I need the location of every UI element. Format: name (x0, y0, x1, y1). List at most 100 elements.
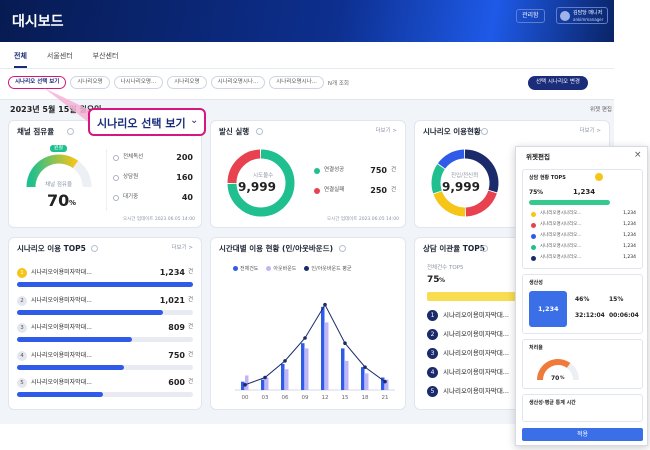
legend-swatch (304, 266, 310, 271)
filter-chip[interactable]: 시나리오명 (167, 76, 207, 89)
item-name: 시나리오이용미자막대... (443, 330, 509, 338)
tab[interactable]: 전체 (14, 51, 27, 68)
bar (265, 377, 269, 390)
bar (321, 306, 325, 390)
tab[interactable]: 서울센터 (46, 52, 73, 60)
gauge-value (537, 359, 571, 381)
legend-label: 인/아웃바운드 평균 (311, 266, 352, 272)
legend-item: 인/아웃바운드 평균 (304, 265, 352, 272)
more-link[interactable]: 더보기 > (375, 128, 397, 134)
rate-unit: % (537, 189, 544, 196)
page-title: 대시보드 (12, 14, 64, 30)
section-title: 생산성·평균 통계 시간 (529, 400, 576, 406)
admin-button[interactable]: 관리함 (516, 9, 545, 23)
legend: 전체건도 아웃바운드 인/아웃바운드 평균 (233, 265, 352, 272)
chart-svg (26, 154, 92, 188)
help-icon (339, 245, 346, 252)
legend-value: 750 (370, 166, 387, 175)
legend-swatch (266, 266, 272, 271)
gauge-unit: % (69, 199, 77, 207)
filter-chip[interactable]: 시나리오명 (70, 76, 110, 89)
more-link[interactable]: 더보기 > (579, 128, 601, 134)
bar (261, 379, 265, 390)
row-name: 시나리오명시나리오... (540, 255, 582, 260)
item-name: 시나리오이용미자막대... (443, 311, 509, 319)
summary-unit: % (439, 277, 446, 284)
bar (301, 343, 305, 390)
kpi-value: 1,234 (538, 305, 559, 313)
card: 채널 점유율 원활 채널 점유율 70% 전체독선 200 상담원 160 대기중 40 오시간 업… (8, 120, 202, 228)
avg-point (323, 302, 327, 307)
item-value: 600 (168, 378, 185, 387)
help-icon (91, 245, 98, 252)
card: 발신 실행 더보기 > 시도율수 9,999 연결성공 750 건 연결실패 250 건 오시간 업… (210, 120, 406, 228)
bar (345, 360, 349, 390)
bar (17, 392, 103, 397)
callout-caret: ⌄ (190, 115, 199, 126)
item-name: 시나리오이용미자막대... (443, 349, 509, 357)
widget-edit-link[interactable]: 위젯 편집 (590, 107, 612, 113)
chip-text: 시나리오명 (77, 79, 103, 85)
filter-row: 시나리오 선택 보기 시나리오명 나시나리오명... 시나리오명 시나리오명시나... 시… (8, 76, 349, 89)
row-value: 160 (176, 173, 193, 182)
bar (361, 367, 365, 390)
help-icon (481, 128, 488, 135)
chart-svg: 00 03 06 09 12 15 18 21 (235, 302, 395, 401)
apply-button[interactable]: 적용 (522, 428, 643, 441)
more-link[interactable]: 더보기 > (171, 245, 193, 251)
rank-badge: 3 (17, 323, 27, 333)
row-dot (531, 234, 536, 239)
help-icon (481, 245, 488, 252)
donut-segment (227, 149, 261, 184)
chart-svg (431, 149, 499, 217)
avatar (560, 11, 570, 21)
donut-total: 9,999 (442, 180, 480, 194)
item-name: 시나리오이용미자막대... (443, 368, 509, 376)
avg-point (383, 379, 387, 384)
filter-chip[interactable]: 시나리오 선택 보기 (8, 76, 67, 89)
tab[interactable]: 부산센터 (92, 52, 119, 60)
rate-bar (529, 200, 610, 205)
bar (245, 375, 249, 390)
chart-svg (227, 149, 295, 217)
apply-scenario-button[interactable]: 선택 시나리오 변경 (528, 76, 588, 90)
rank-badge: 2 (17, 295, 27, 306)
updated-time: 오시간 업데이트 2023.06.05 14:00 (326, 217, 399, 222)
card: 시간대별 이용 현황 (인/아웃바운드) 전체건도 아웃바운드 인/아웃바운드 평균 0… (210, 237, 406, 410)
help-icon (67, 128, 74, 135)
bar (17, 364, 124, 370)
x-tick-label: 18 (362, 395, 369, 401)
row-value: 1,234 (623, 211, 636, 216)
rank-badge: 5 (17, 378, 27, 388)
row-dot (531, 223, 536, 228)
close-button[interactable]: × (634, 150, 642, 160)
filter-chip[interactable]: 나시나리오명... (113, 76, 164, 89)
card-title: 시간대별 이용 현황 (인/아웃바운드) (219, 244, 334, 253)
bar-track (17, 337, 193, 342)
donut-center-label: 시도율수 (253, 173, 274, 179)
item-name: 시나리오이용미자막대... (31, 379, 92, 386)
row-value: 1,234 (623, 222, 636, 227)
item-unit: 건 (187, 351, 193, 358)
chip-text: 시나리오명시나... (276, 79, 317, 85)
donut-center-label: 진입/전신뢰 (451, 173, 479, 179)
filter-chip[interactable]: 시나리오명시나... (269, 76, 324, 89)
legend-label: 연결성공 (324, 167, 345, 173)
user-id: ankimmanager (573, 17, 604, 22)
tabs: 전체 서울센터 부산센터 (14, 51, 118, 68)
row-dot (531, 212, 536, 217)
card-title: 채널 점유율 (17, 127, 55, 136)
bar-track (17, 309, 193, 315)
filter-chip[interactable]: 시나리오명시나... (210, 76, 266, 89)
summary-bar (427, 292, 556, 301)
legend-label: 연결실패 (324, 187, 345, 193)
donut-segment (464, 149, 499, 193)
stat-value: 46% (575, 296, 590, 303)
rank-badge: 5 (427, 386, 438, 397)
card-title: 상담 이관율 TOP5 (423, 244, 485, 253)
stat-value: 00:06:04 (609, 312, 639, 319)
item-name: 시나리오이용미자막대... (443, 387, 509, 395)
user-chip[interactable]: 김담당 매니저 ankimmanager (556, 7, 608, 24)
bar (325, 322, 329, 390)
chart-svg (537, 359, 579, 381)
